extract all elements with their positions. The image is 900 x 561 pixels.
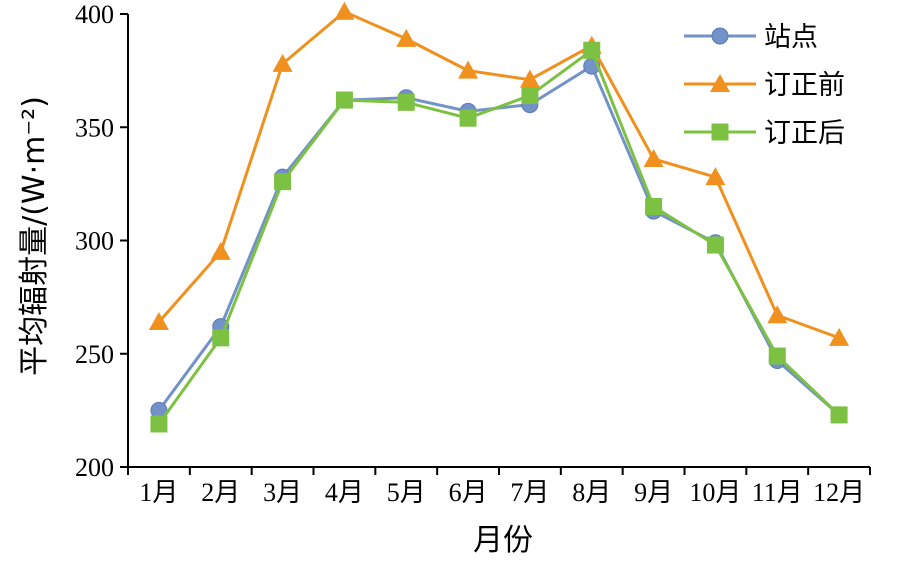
x-tick-label: 10月 <box>689 478 741 507</box>
data-point <box>767 305 788 324</box>
x-tick-label: 6月 <box>449 478 488 507</box>
y-axis-title: 平均辐射量/(W·m⁻²) <box>17 96 52 376</box>
data-point <box>705 167 726 186</box>
data-point <box>396 28 417 47</box>
data-point <box>706 236 724 254</box>
series-line <box>157 47 841 425</box>
legend-item: 站点 <box>684 22 818 53</box>
data-point <box>397 93 415 111</box>
data-point <box>334 1 355 20</box>
data-point <box>521 87 539 105</box>
data-point <box>210 241 231 260</box>
data-point <box>645 198 663 216</box>
x-tick-label: 4月 <box>325 478 364 507</box>
legend-item: 订正前 <box>684 70 845 101</box>
data-point <box>335 91 353 109</box>
series-line <box>157 63 841 417</box>
series-2 <box>148 1 850 346</box>
data-point <box>519 69 540 88</box>
legend-marker <box>711 123 729 141</box>
data-point <box>458 60 479 79</box>
data-point <box>829 327 850 346</box>
legend-marker <box>711 27 729 45</box>
data-point <box>150 415 168 433</box>
x-tick-label: 1月 <box>139 478 178 507</box>
y-tick-label: 300 <box>75 227 114 256</box>
legend-label: 站点 <box>764 22 818 53</box>
axes <box>127 14 870 468</box>
series-line <box>157 9 840 340</box>
series-layer <box>148 1 850 433</box>
y-tick-label: 200 <box>75 453 114 482</box>
x-tick-label: 7月 <box>510 478 549 507</box>
data-point <box>212 329 230 347</box>
data-point <box>272 53 293 72</box>
x-tick-label: 2月 <box>201 478 240 507</box>
legend-marker <box>710 74 730 92</box>
x-tick-label: 9月 <box>634 478 673 507</box>
legend-label: 订正后 <box>764 118 845 149</box>
x-tick-label: 5月 <box>387 478 426 507</box>
data-point <box>459 109 477 127</box>
y-tick-label: 350 <box>75 113 114 142</box>
data-point <box>148 312 169 331</box>
legend-label: 订正前 <box>764 70 845 101</box>
legend-item: 订正后 <box>684 118 845 149</box>
data-point <box>830 406 848 424</box>
y-ticks: 200 250 300 350 400 <box>75 0 128 482</box>
x-tick-label: 12月 <box>813 478 865 507</box>
data-point <box>643 148 664 167</box>
series-3 <box>150 41 848 433</box>
y-tick-label: 250 <box>75 340 114 369</box>
x-tick-label: 8月 <box>572 478 611 507</box>
data-point <box>768 347 786 365</box>
data-point <box>274 173 292 191</box>
y-tick-label: 400 <box>75 0 114 29</box>
x-ticks: 1月 2月 3月 4月 5月 6月 7月 8月 9月 10月 11月 12月 <box>127 467 871 507</box>
x-tick-label: 11月 <box>752 478 803 507</box>
data-point <box>583 41 601 59</box>
x-axis-title: 月份 <box>473 523 533 558</box>
x-tick-label: 3月 <box>263 478 302 507</box>
